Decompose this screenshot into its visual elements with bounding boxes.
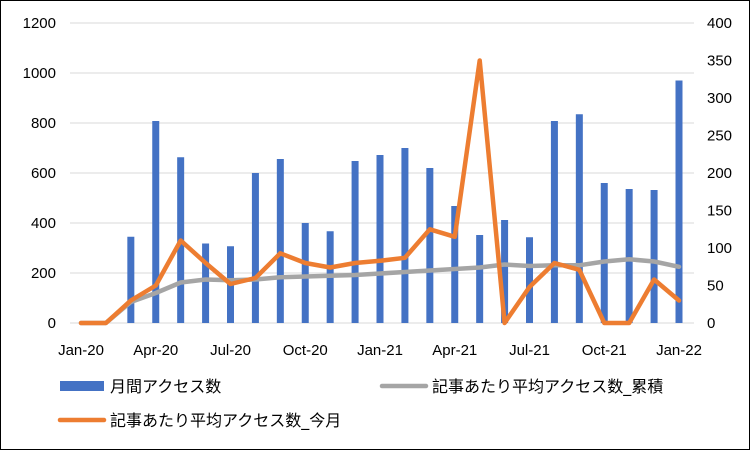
y-left-tick-label: 600 [31, 165, 56, 182]
bar [451, 206, 459, 323]
x-tick-label: Jan-21 [357, 342, 403, 359]
x-tick-label: Apr-21 [432, 342, 477, 359]
x-tick-label: Oct-20 [283, 342, 328, 359]
x-tick-label: Jan-20 [58, 342, 104, 359]
y-left-tick-label: 200 [31, 265, 56, 282]
y-left-tick-label: 1200 [23, 15, 56, 32]
y-right-tick-label: 300 [707, 90, 732, 107]
y-right-tick-label: 150 [707, 203, 732, 220]
legend-swatch-bar [60, 381, 104, 391]
bar [127, 236, 135, 323]
bar [675, 80, 683, 323]
y-right-tick-label: 50 [707, 278, 724, 295]
x-axis: Jan-20 Apr-20 Jul-20 Oct-20 Jan-21 Apr-21 Jul-… [58, 342, 702, 359]
bar [351, 161, 359, 323]
y-right-tick-label: 200 [707, 165, 732, 182]
bar [526, 237, 533, 323]
x-tick-label: Jan-22 [656, 342, 702, 359]
y-axis-left: 0 200 400 600 800 1000 1200 [23, 15, 56, 332]
bar [276, 159, 284, 323]
line-series [78, 58, 682, 326]
y-left-tick-label: 400 [31, 215, 56, 232]
legend-label: 記事あたり平均アクセス数_今月 [110, 411, 341, 431]
x-tick-label: Apr-20 [133, 342, 178, 359]
y-right-tick-label: 250 [707, 128, 732, 145]
bar [575, 114, 583, 323]
bar [501, 220, 509, 323]
bar [650, 190, 658, 323]
bar [301, 223, 309, 323]
legend-label: 月間アクセス数 [110, 377, 221, 396]
bar [376, 155, 384, 323]
y-right-tick-label: 0 [707, 315, 715, 332]
y-axis-right: 0 50 100 150 200 250 300 350 400 [707, 15, 732, 332]
y-right-tick-label: 100 [707, 240, 732, 257]
y-right-tick-label: 350 [707, 53, 732, 70]
bar [251, 173, 259, 323]
x-tick-label: Jul-21 [509, 342, 550, 359]
bar [550, 121, 558, 323]
bar [401, 148, 409, 323]
bar [476, 235, 484, 323]
bar [600, 183, 608, 323]
gridlines [70, 22, 694, 324]
y-left-tick-label: 0 [48, 315, 56, 332]
line-2 [78, 58, 682, 326]
legend-label: 記事あたり平均アクセス数_累積 [432, 377, 663, 397]
x-tick-label: Oct-21 [582, 342, 627, 359]
bar [625, 189, 633, 323]
y-left-tick-label: 800 [31, 115, 56, 132]
bar [426, 168, 434, 323]
x-tick-label: Jul-20 [210, 342, 251, 359]
bar [152, 121, 160, 323]
bar-series [127, 80, 683, 323]
line-1 [78, 257, 682, 326]
y-left-tick-label: 1000 [23, 65, 56, 82]
bar [202, 243, 210, 323]
y-right-tick-label: 400 [707, 15, 732, 32]
